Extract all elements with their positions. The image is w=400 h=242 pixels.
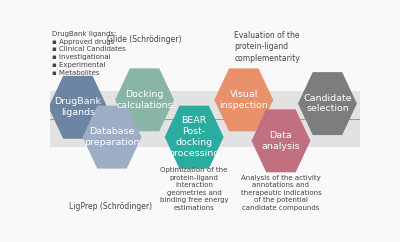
Text: BEAR
Post-
docking
processing: BEAR Post- docking processing <box>168 116 220 158</box>
Polygon shape <box>115 68 174 131</box>
Text: Candidate
selection: Candidate selection <box>303 94 352 113</box>
Polygon shape <box>252 109 310 172</box>
Text: Docking
calculations: Docking calculations <box>116 90 173 110</box>
Polygon shape <box>48 76 107 139</box>
Text: DrugBank
ligands: DrugBank ligands <box>54 98 102 117</box>
Text: Database
preparation: Database preparation <box>84 127 140 147</box>
Text: Evaluation of the
protein-ligand
complementarity: Evaluation of the protein-ligand complem… <box>234 31 300 63</box>
FancyBboxPatch shape <box>50 91 360 147</box>
Polygon shape <box>298 72 357 135</box>
Polygon shape <box>82 106 142 169</box>
Text: Data
analysis: Data analysis <box>262 131 300 151</box>
Text: Analysis of the activity
annotations and
therapeutic indications
of the potentia: Analysis of the activity annotations and… <box>240 175 321 211</box>
Text: LigPrep (Schrödinger): LigPrep (Schrödinger) <box>69 202 152 211</box>
Text: Optimization of the
protein-ligand
interaction
geometries and
binding free energ: Optimization of the protein-ligand inter… <box>160 167 228 211</box>
Text: Visual
inspection: Visual inspection <box>219 90 268 110</box>
Text: Glide (Schrödinger): Glide (Schrödinger) <box>107 35 182 44</box>
Polygon shape <box>214 68 273 131</box>
Text: DrugBank ligands:
▪ Approved drugs
▪ Clinical Candidates
▪ Investigational
▪ Exp: DrugBank ligands: ▪ Approved drugs ▪ Cli… <box>52 31 125 76</box>
Polygon shape <box>165 106 224 169</box>
